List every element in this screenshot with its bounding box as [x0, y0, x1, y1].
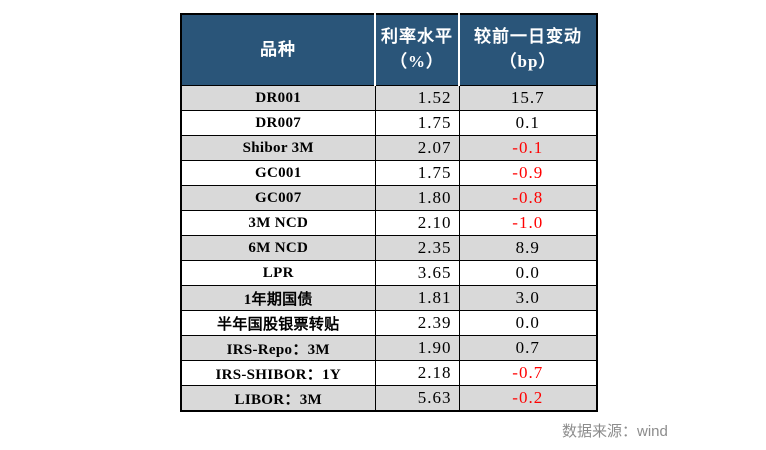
variety-cell: LIBOR：3M [180, 385, 376, 412]
table-row: IRS-Repo：3M 1.90 0.7 [180, 335, 598, 361]
change-cell: 0.7 [458, 335, 598, 361]
col-header-rate-line2: （%） [390, 52, 444, 71]
rates-table-header: 品种 利率水平 （%） 较前一日变动 （bp） [181, 14, 597, 86]
change-cell: 0.0 [458, 260, 598, 286]
table-row: DR007 1.75 0.1 [180, 110, 598, 136]
change-cell: -0.2 [458, 385, 598, 412]
change-cell: 0.1 [458, 110, 598, 136]
change-cell: -0.7 [458, 360, 598, 386]
rate-cell: 1.75 [374, 110, 460, 136]
col-header-change: 较前一日变动 （bp） [458, 14, 597, 86]
rate-cell: 5.63 [374, 385, 460, 412]
table-row: 3M NCD 2.10 -1.0 [180, 210, 598, 236]
rate-cell: 2.39 [374, 310, 460, 336]
variety-cell: GC007 [180, 185, 376, 211]
table-row: IRS-SHIBOR：1Y 2.18 -0.7 [180, 360, 598, 386]
rate-cell: 2.35 [374, 235, 460, 261]
change-cell: -0.9 [458, 160, 598, 186]
rate-cell: 1.75 [374, 160, 460, 186]
change-cell: 15.7 [458, 85, 598, 111]
change-cell: 8.9 [458, 235, 598, 261]
variety-cell: DR007 [180, 110, 376, 136]
rate-cell: 2.18 [374, 360, 460, 386]
variety-cell: 3M NCD [180, 210, 376, 236]
variety-cell: 6M NCD [180, 235, 376, 261]
data-source-note: 数据来源：wind [562, 423, 668, 440]
table-row: 半年国股银票转贴 2.39 0.0 [180, 310, 598, 336]
variety-cell: Shibor 3M [180, 135, 376, 161]
change-cell: -0.1 [458, 135, 598, 161]
rates-table: 品种 利率水平 （%） 较前一日变动 （bp） DR001 1.52 15.7 DR0… [180, 13, 598, 412]
table-row: 1年期国债 1.81 3.0 [180, 285, 598, 311]
change-cell: 3.0 [458, 285, 598, 311]
variety-cell: GC001 [180, 160, 376, 186]
variety-cell: IRS-Repo：3M [180, 335, 376, 361]
table-row: LPR 3.65 0.0 [180, 260, 598, 286]
col-header-variety: 品种 [181, 14, 375, 86]
col-header-rate-line1: 利率水平 [381, 27, 453, 47]
header-row: 品种 利率水平 （%） 较前一日变动 （bp） [181, 14, 597, 86]
rate-cell: 2.10 [374, 210, 460, 236]
change-cell: -0.8 [458, 185, 598, 211]
rate-cell: 1.81 [374, 285, 460, 311]
rate-cell: 1.52 [374, 85, 460, 111]
table-row: GC001 1.75 -0.9 [180, 160, 598, 186]
variety-cell: IRS-SHIBOR：1Y [180, 360, 376, 386]
variety-cell: 半年国股银票转贴 [180, 310, 376, 336]
col-header-change-line2: （bp） [499, 52, 557, 71]
rate-cell: 2.07 [374, 135, 460, 161]
table-row: 6M NCD 2.35 8.9 [180, 235, 598, 261]
table-row: Shibor 3M 2.07 -0.1 [180, 135, 598, 161]
table-row: GC007 1.80 -0.8 [180, 185, 598, 211]
table-row: LIBOR：3M 5.63 -0.2 [180, 385, 598, 412]
variety-cell: 1年期国债 [180, 285, 376, 311]
col-header-variety-label: 品种 [260, 39, 296, 59]
rate-cell: 3.65 [374, 260, 460, 286]
table-row: DR001 1.52 15.7 [180, 85, 598, 111]
change-cell: 0.0 [458, 310, 598, 336]
rate-cell: 1.80 [374, 185, 460, 211]
variety-cell: DR001 [180, 85, 376, 111]
col-header-rate: 利率水平 （%） [374, 14, 459, 86]
rate-cell: 1.90 [374, 335, 460, 361]
col-header-change-line1: 较前一日变动 [474, 27, 582, 47]
variety-cell: LPR [180, 260, 376, 286]
change-cell: -1.0 [458, 210, 598, 236]
rates-table-body: DR001 1.52 15.7 DR007 1.75 0.1 Shibor 3M 2.07 -0… [180, 85, 598, 412]
